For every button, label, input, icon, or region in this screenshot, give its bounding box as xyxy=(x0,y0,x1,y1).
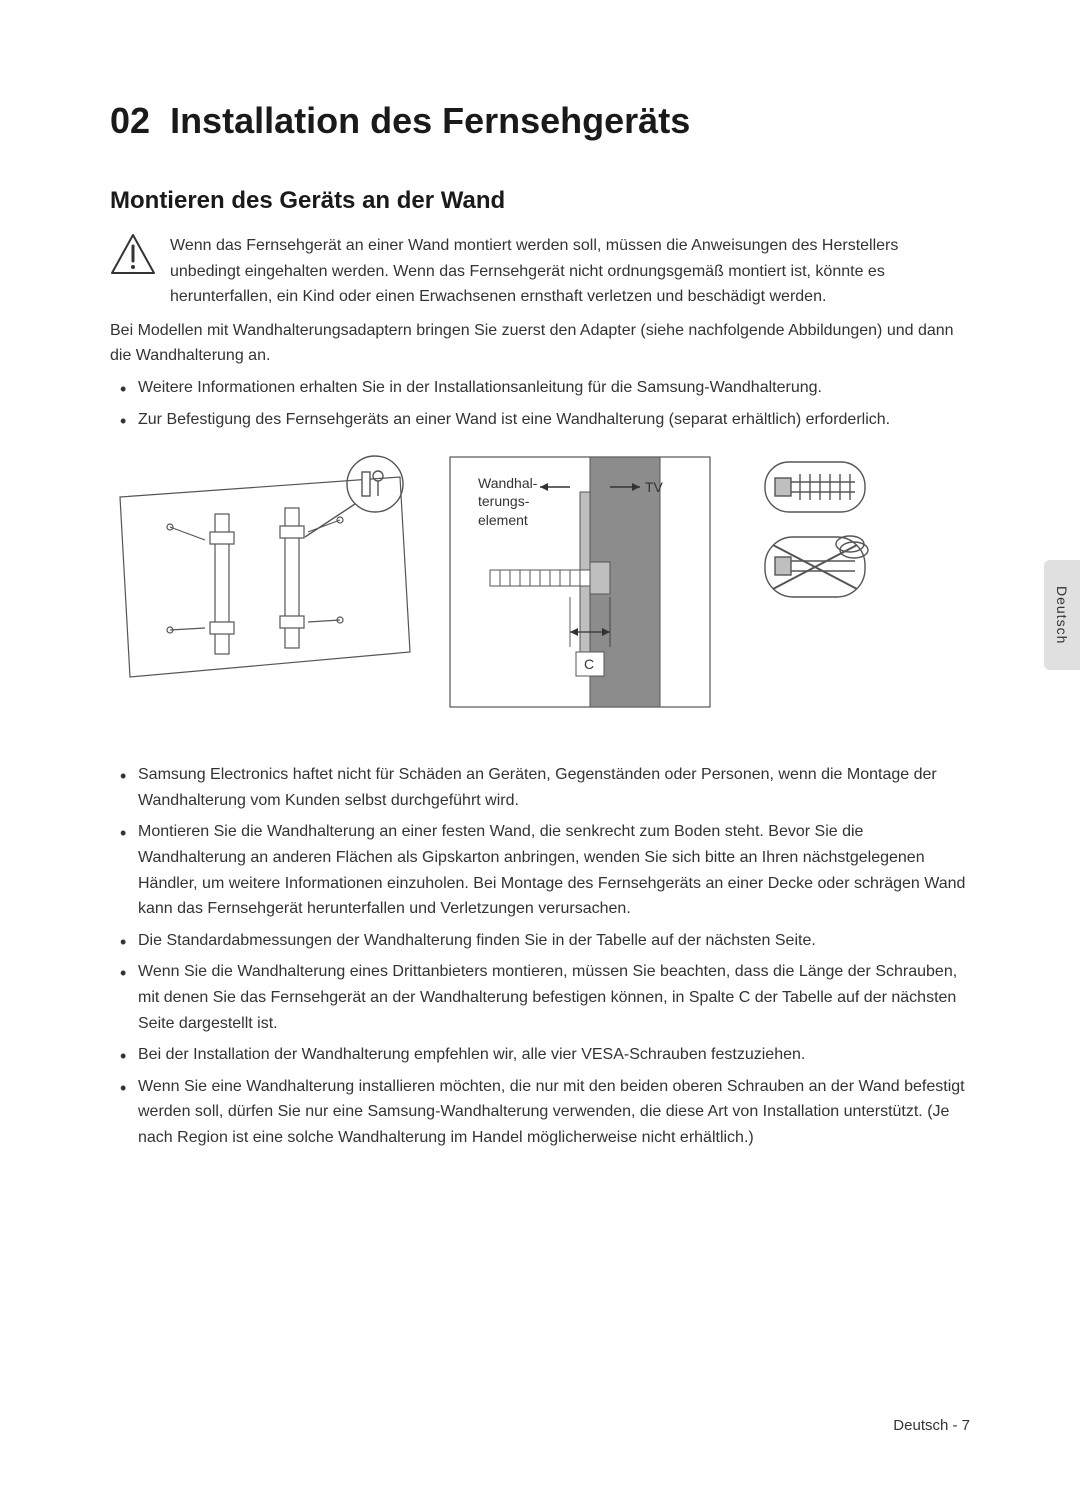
top-bullet-list: Weitere Informationen erhalten Sie in de… xyxy=(110,375,970,432)
language-side-tab: Deutsch xyxy=(1044,560,1080,670)
page-footer: Deutsch - 7 xyxy=(893,1417,970,1434)
diagram-label-c: C xyxy=(584,655,594,673)
chapter-title-text: Installation des Fernsehgeräts xyxy=(170,100,690,141)
diagram-label-bracket: Wandhal- terungs- element xyxy=(478,474,537,529)
installation-diagram: Wandhal- terungs- element TV C xyxy=(110,452,970,712)
list-item: Zur Befestigung des Fernsehgeräts an ein… xyxy=(138,407,970,433)
list-item: Montieren Sie die Wandhalterung an einer… xyxy=(138,819,970,921)
chapter-title: 02 Installation des Fernsehgeräts xyxy=(110,100,970,142)
chapter-number: 02 xyxy=(110,100,150,141)
list-item: Wenn Sie eine Wandhalterung installieren… xyxy=(138,1074,970,1151)
list-item: Samsung Electronics haftet nicht für Sch… xyxy=(138,762,970,813)
list-item: Bei der Installation der Wandhalterung e… xyxy=(138,1042,970,1068)
diagram-label-tv: TV xyxy=(645,478,663,496)
warning-icon xyxy=(110,233,160,280)
bottom-bullet-list: Samsung Electronics haftet nicht für Sch… xyxy=(110,762,970,1150)
warning-text: Wenn das Fernsehgerät an einer Wand mont… xyxy=(170,233,970,310)
intro-text: Bei Modellen mit Wandhalterungsadaptern … xyxy=(110,318,970,369)
list-item: Die Standardabmessungen der Wandhalterun… xyxy=(138,928,970,954)
section-title: Montieren des Geräts an der Wand xyxy=(110,187,970,215)
list-item: Wenn Sie die Wandhalterung eines Drittan… xyxy=(138,959,970,1036)
list-item: Weitere Informationen erhalten Sie in de… xyxy=(138,375,970,401)
side-tab-label: Deutsch xyxy=(1054,586,1070,644)
warning-block: Wenn das Fernsehgerät an einer Wand mont… xyxy=(110,233,970,310)
